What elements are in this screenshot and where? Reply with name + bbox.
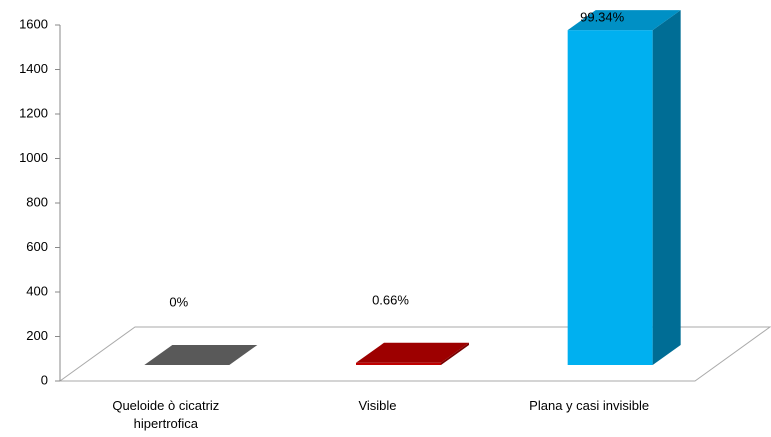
- x-tick-label: Queloide ò cicatriz hipertrofica: [112, 398, 220, 431]
- y-tick-label: 200: [26, 328, 48, 343]
- bar-front: [356, 362, 441, 365]
- y-tick-label: 1000: [19, 150, 48, 165]
- y-tick-label: 600: [26, 239, 48, 254]
- y-tick-label: 1600: [19, 16, 48, 31]
- bar-top: [144, 345, 258, 365]
- bar-side: [441, 342, 469, 365]
- x-tick-label: Plana y casi invisible: [529, 398, 650, 413]
- y-tick-label: 800: [26, 194, 48, 209]
- bar-top: [567, 10, 681, 31]
- value-label: 0.66%: [372, 293, 409, 308]
- y-tick-label: 1400: [19, 61, 48, 76]
- bar-front: [567, 30, 653, 365]
- y-tick-label: 400: [26, 283, 48, 298]
- x-tick-label: Visible: [358, 398, 397, 413]
- y-tick-label: 1200: [19, 105, 48, 120]
- value-label: 0%: [169, 294, 188, 309]
- bar-side: [652, 10, 681, 365]
- bar-top: [356, 342, 469, 363]
- y-tick-label: 0: [41, 372, 48, 387]
- value-label: 99.34%: [580, 10, 625, 25]
